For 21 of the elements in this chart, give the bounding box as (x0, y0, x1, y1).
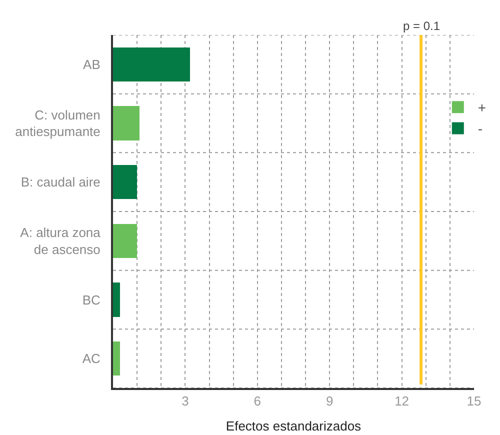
x-tick-label: 3 (182, 394, 189, 409)
legend-label: - (478, 120, 483, 137)
y-tick-label: C: volumen antiespumante (15, 107, 100, 140)
x-tick-label: 12 (394, 394, 410, 409)
bar (113, 47, 190, 82)
text: p = 0.1 (403, 19, 440, 33)
legend-label: + (478, 100, 486, 116)
bar (113, 282, 120, 317)
x-tick-label: 6 (254, 394, 262, 409)
bar (113, 342, 120, 376)
x-tick-label: 9 (326, 394, 334, 409)
y-tick-label: BC (82, 292, 100, 308)
bar (113, 224, 138, 258)
bar (113, 165, 138, 200)
y-tick-label: AB (83, 56, 100, 72)
y-tick-label: AC (82, 351, 100, 366)
x-axis-title: Efectos estandarizados (226, 418, 362, 434)
y-tick-label: A: altura zona de ascenso (20, 225, 102, 257)
x-tick-label: 15 (466, 394, 482, 409)
y-tick-label: B: caudal aire (20, 174, 100, 190)
bar (113, 106, 140, 140)
